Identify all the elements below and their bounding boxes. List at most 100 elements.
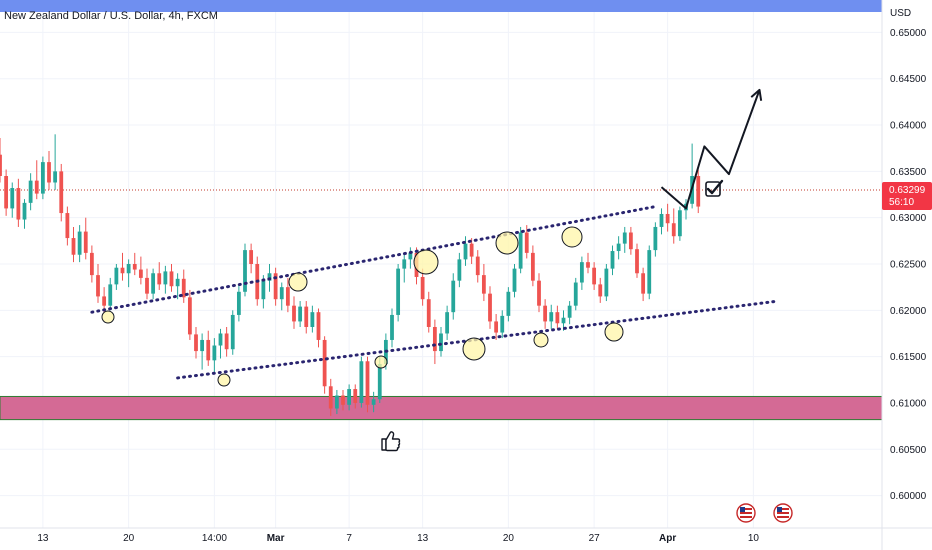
candle-body: [108, 284, 113, 306]
candle-down: [598, 277, 603, 303]
candle-up: [677, 206, 682, 241]
candle-up: [463, 236, 468, 266]
candle-up: [567, 301, 572, 325]
current-price-tag[interactable]: 0.63299 56:10: [882, 181, 932, 210]
candle-up: [310, 305, 315, 333]
touch-marker-circle: [217, 373, 231, 387]
candle-body: [500, 315, 505, 333]
candle-down: [592, 262, 597, 290]
candle-down: [426, 291, 431, 333]
candle-up: [200, 333, 205, 370]
candle-down: [292, 296, 296, 329]
candle-body: [653, 226, 658, 251]
candle-up: [653, 222, 658, 257]
bar-countdown: 56:10: [889, 197, 914, 208]
candle-body: [475, 256, 480, 276]
candle-up: [622, 226, 627, 253]
candle-body: [310, 312, 315, 327]
candle-body: [157, 273, 162, 285]
candle-body: [604, 268, 609, 297]
grid-lines: [0, 0, 882, 528]
candle-body: [194, 334, 198, 352]
candle-body: [543, 305, 548, 322]
touch-marker-circle: [495, 231, 519, 255]
candle-body: [163, 271, 168, 285]
candle-down: [304, 301, 309, 334]
candle-down: [0, 138, 2, 183]
x-tick-label: Mar: [267, 533, 285, 544]
candle-up: [40, 156, 45, 200]
x-tick-label: 14:00: [202, 533, 227, 544]
candle-down: [83, 217, 88, 260]
candle-body: [230, 314, 235, 350]
candle-body: [641, 273, 646, 294]
candle-up: [457, 252, 462, 288]
upper-channel-line[interactable]: [90, 205, 657, 314]
candle-body: [628, 232, 633, 250]
candle-up: [518, 226, 523, 274]
candle-down: [4, 169, 9, 216]
candle-body: [365, 361, 370, 405]
candle-up: [512, 264, 517, 298]
candle-down: [187, 289, 192, 340]
candle-body: [524, 232, 529, 253]
candle-up: [22, 199, 27, 229]
candle-up: [610, 245, 615, 276]
x-tick-label: 13: [417, 533, 429, 544]
candle-down: [120, 252, 125, 281]
y-tick-label: 0.62500: [890, 260, 927, 271]
candle-down: [16, 178, 21, 227]
candle-down: [432, 319, 437, 365]
candle-down: [206, 330, 211, 366]
candle-body: [224, 333, 229, 350]
candle-body: [432, 326, 437, 352]
candle-down: [537, 273, 541, 313]
candle-down: [47, 150, 51, 190]
candle-down: [475, 250, 480, 283]
x-tick-label: 10: [748, 533, 760, 544]
candle-body: [390, 314, 394, 340]
candle-body: [328, 386, 333, 409]
candle-body: [586, 262, 590, 268]
touch-marker-circle: [533, 332, 549, 348]
candle-down: [138, 256, 143, 285]
x-tick-label: 13: [37, 533, 49, 544]
touch-marker-circle: [561, 226, 583, 248]
candle-body: [665, 213, 670, 224]
lower-channel-line[interactable]: [176, 299, 780, 380]
candle-down: [671, 208, 676, 244]
x-tick-label: 20: [123, 533, 135, 544]
price-scale-panel[interactable]: [882, 0, 932, 550]
candle-down: [316, 308, 321, 348]
candle-down: [341, 389, 345, 411]
candle-body: [469, 243, 474, 257]
candle-body: [65, 213, 70, 239]
candle-up: [230, 310, 235, 355]
candle-up: [506, 287, 511, 322]
candle-body: [243, 250, 247, 292]
candle-body: [71, 238, 76, 255]
candle-down: [494, 314, 499, 340]
candle-up: [439, 326, 443, 357]
candle-down: [89, 245, 94, 283]
candle-up: [408, 247, 413, 269]
resistance-zone-band: [0, 0, 882, 12]
candle-up: [163, 265, 168, 294]
candle-body: [236, 291, 241, 315]
candle-body: [261, 280, 266, 300]
candle-body: [506, 291, 511, 316]
projection-arrow[interactable]: [660, 88, 763, 210]
touch-marker-circle: [101, 310, 115, 324]
y-tick-label: 0.60500: [890, 445, 927, 456]
candle-up: [647, 245, 652, 300]
candle-body: [610, 251, 615, 269]
touch-marker-circle: [374, 355, 388, 369]
candle-up: [114, 264, 119, 290]
candle-down: [102, 287, 107, 313]
candle-down: [34, 160, 39, 200]
candle-body: [518, 232, 523, 269]
candle-body: [249, 250, 254, 264]
candle-up: [573, 277, 578, 311]
candle-body: [616, 243, 621, 252]
